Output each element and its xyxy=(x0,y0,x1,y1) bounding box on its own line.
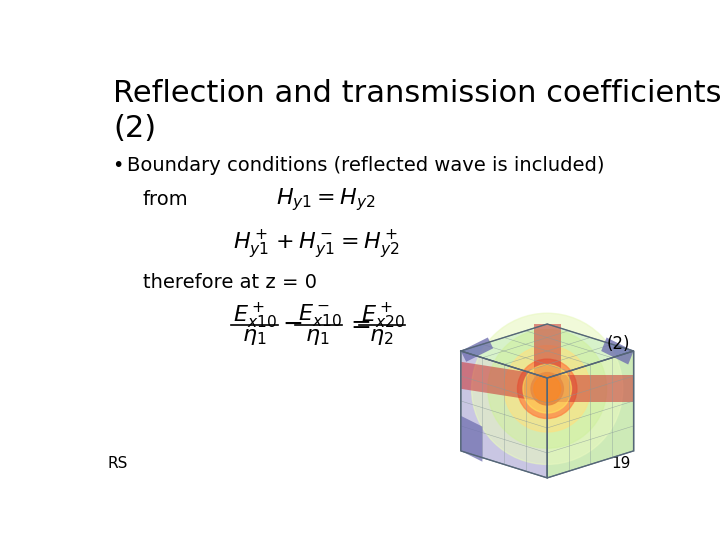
Polygon shape xyxy=(461,338,493,362)
Text: •: • xyxy=(112,156,123,174)
Circle shape xyxy=(472,313,623,464)
Text: $-$: $-$ xyxy=(282,311,302,335)
Text: $E^+_{x20}$: $E^+_{x20}$ xyxy=(361,302,405,331)
Text: 19: 19 xyxy=(611,456,631,471)
Text: $H^+_{y1} + H^-_{y1} = H^+_{y2}$: $H^+_{y1} + H^-_{y1} = H^+_{y2}$ xyxy=(233,228,400,260)
Circle shape xyxy=(504,346,590,432)
Text: $=$: $=$ xyxy=(346,311,371,335)
Polygon shape xyxy=(461,362,547,402)
Polygon shape xyxy=(461,416,482,462)
Polygon shape xyxy=(534,324,561,389)
Polygon shape xyxy=(461,324,634,378)
Text: $\eta_1$: $\eta_1$ xyxy=(305,327,330,347)
Text: (2): (2) xyxy=(606,335,630,353)
Polygon shape xyxy=(601,338,634,364)
Circle shape xyxy=(534,375,561,402)
Text: $E^+_{x10}$: $E^+_{x10}$ xyxy=(233,302,277,331)
Circle shape xyxy=(531,373,564,405)
Text: $E^-_{x10}$: $E^-_{x10}$ xyxy=(297,302,341,328)
Polygon shape xyxy=(461,351,547,478)
Text: from: from xyxy=(143,190,189,210)
Text: $\eta_1$: $\eta_1$ xyxy=(242,327,266,347)
Text: RS: RS xyxy=(107,456,127,471)
Text: therefore at z = 0: therefore at z = 0 xyxy=(143,273,317,292)
Polygon shape xyxy=(547,375,634,402)
Text: $\eta_2$: $\eta_2$ xyxy=(369,327,393,347)
Polygon shape xyxy=(547,351,634,478)
Text: (2): (2) xyxy=(113,114,156,143)
Circle shape xyxy=(523,364,572,413)
Text: Reflection and transmission coefficients: Reflection and transmission coefficients xyxy=(113,79,720,107)
Circle shape xyxy=(488,329,606,448)
Text: Boundary conditions (reflected wave is included): Boundary conditions (reflected wave is i… xyxy=(127,156,605,174)
Text: $H_{y1} = H_{y2}$: $H_{y1} = H_{y2}$ xyxy=(276,186,376,213)
Circle shape xyxy=(518,359,577,418)
